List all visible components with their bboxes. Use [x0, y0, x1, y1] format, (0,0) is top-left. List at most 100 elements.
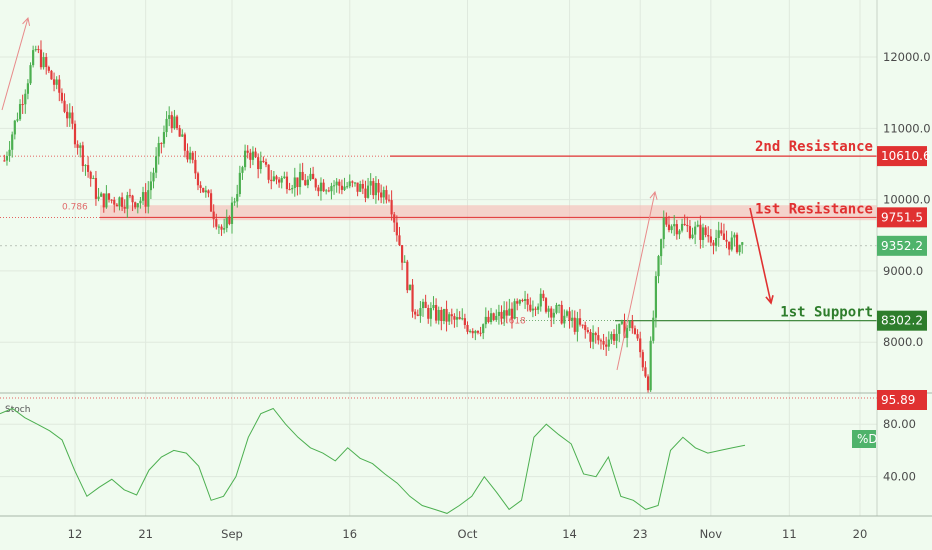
candle-body	[387, 199, 391, 201]
annotations	[1, 16, 774, 371]
candle-body	[398, 235, 401, 246]
candle-body	[115, 204, 118, 207]
candle-body	[76, 144, 79, 148]
candle-body	[599, 340, 603, 342]
overbought-badge: 95.89	[881, 393, 915, 407]
candle-body	[458, 317, 461, 320]
candle-body	[437, 309, 440, 321]
candle-body	[42, 57, 45, 68]
candle-body	[435, 305, 438, 321]
candle-body	[463, 318, 466, 325]
stoch-y-tick-label: 80.00	[883, 417, 916, 431]
candle-body	[278, 179, 281, 183]
candle-body	[157, 143, 160, 157]
candle-body	[626, 327, 629, 338]
candle-body	[722, 233, 726, 240]
candle-body	[683, 223, 686, 225]
candle-body	[552, 312, 555, 318]
candle-body	[257, 157, 260, 170]
candle-body	[356, 182, 359, 192]
candle-body	[215, 219, 218, 227]
stoch-y-tick-label: 40.00	[883, 470, 916, 484]
candle-body	[81, 145, 84, 166]
candle-body	[733, 234, 736, 238]
candle-body	[557, 304, 561, 306]
candle-body	[518, 299, 521, 304]
y-tick-label: 11000.0	[883, 121, 931, 135]
candle-body	[403, 261, 406, 263]
candle-body	[24, 93, 27, 105]
candle-body	[372, 181, 375, 196]
candle-body	[421, 301, 425, 309]
candle-body	[526, 298, 529, 305]
x-tick-label: 23	[633, 527, 648, 541]
x-tick-label: 16	[342, 527, 357, 541]
candle-body	[249, 152, 252, 160]
candle-body	[644, 367, 647, 377]
candle-body	[602, 340, 605, 345]
candle-body	[560, 304, 563, 324]
candle-body	[445, 308, 448, 322]
candle-body	[283, 176, 286, 179]
candle-body	[393, 214, 396, 223]
candle-body	[241, 167, 244, 173]
candle-body	[665, 217, 668, 225]
candle-body	[55, 79, 58, 85]
candle-body	[589, 332, 592, 342]
candle-body	[272, 176, 275, 182]
resistance-2-badge: 10610.6	[881, 149, 931, 163]
down-arrow-target-head	[765, 295, 774, 305]
candle-body	[13, 120, 16, 135]
candle-body	[37, 49, 40, 51]
candle-body	[492, 313, 495, 320]
candle-body	[236, 194, 239, 202]
candle-body	[555, 304, 558, 313]
candle-body	[612, 334, 616, 341]
candle-body	[29, 65, 32, 84]
candle-body	[285, 176, 289, 190]
candle-body	[147, 190, 150, 207]
candle-body	[503, 310, 506, 319]
candle-body	[523, 298, 527, 302]
candle-body	[712, 242, 715, 246]
candle-body	[542, 293, 545, 299]
candle-body	[207, 190, 210, 194]
candle-body	[173, 116, 176, 129]
candle-body	[165, 118, 168, 133]
candle-body	[607, 339, 610, 347]
fib-0786-label: 0.786	[62, 203, 88, 213]
candle-body	[288, 189, 291, 191]
candle-body	[66, 111, 69, 119]
candle-body	[411, 284, 414, 312]
candle-body	[212, 211, 215, 220]
stoch-title: Stoch	[5, 405, 30, 415]
candle-body	[382, 190, 385, 198]
candle-body	[149, 181, 152, 191]
candle-body	[71, 112, 74, 124]
candle-body	[646, 376, 650, 391]
candle-body	[675, 224, 678, 235]
down-arrow-target	[749, 207, 772, 304]
candle-body	[448, 314, 451, 322]
candle-body	[571, 317, 574, 321]
candle-body	[578, 318, 582, 325]
candlestick-series	[3, 40, 744, 393]
candle-body	[225, 217, 228, 229]
candle-body	[110, 199, 113, 201]
support-1-label: 1st Support	[780, 305, 873, 321]
candle-body	[479, 332, 482, 334]
candle-body	[343, 186, 346, 190]
candle-body	[264, 161, 268, 165]
candle-body	[136, 203, 139, 208]
current-price-badge: 9352.2	[881, 239, 923, 253]
candle-body	[597, 335, 600, 341]
support-1-badge: 8302.2	[881, 314, 923, 328]
candle-body	[5, 155, 9, 161]
candle-body	[84, 165, 87, 167]
candle-body	[175, 116, 179, 129]
candle-body	[667, 224, 671, 231]
candle-body	[408, 284, 412, 291]
candle-body	[691, 234, 694, 239]
